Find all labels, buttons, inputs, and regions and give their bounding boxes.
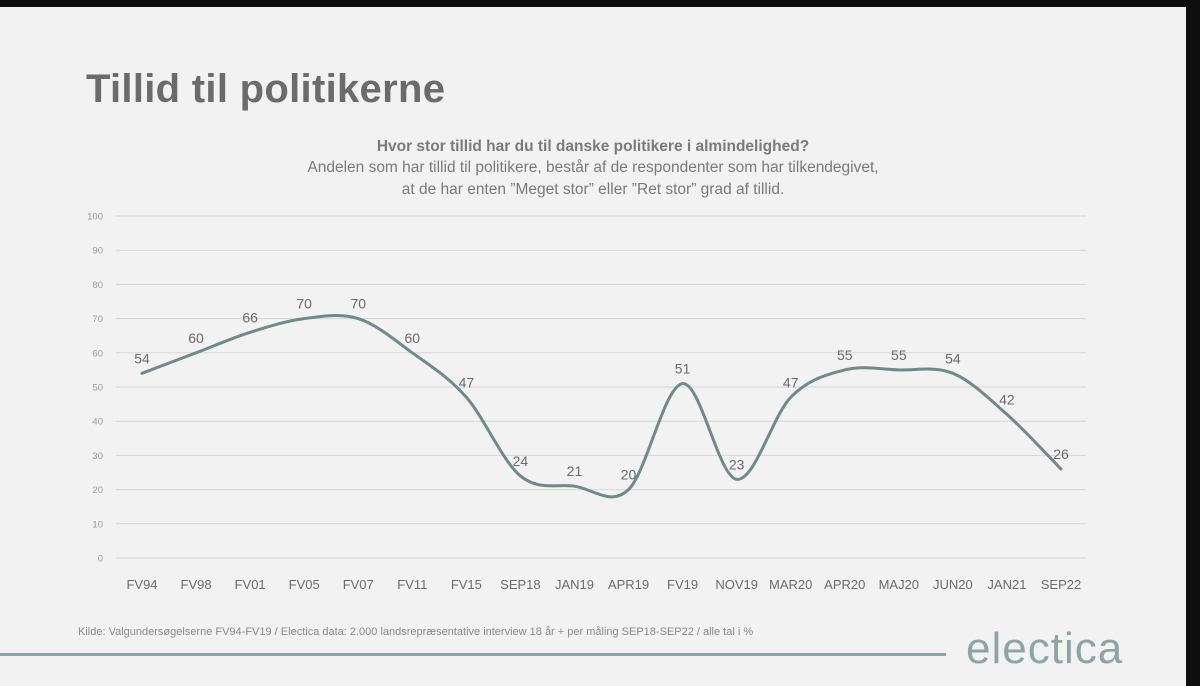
x-tick-label-fv98: FV98 (181, 577, 212, 592)
x-tick-label-fv19: FV19 (667, 577, 698, 592)
x-tick-label-nov19: NOV19 (715, 577, 758, 592)
data-label-fv15: 47 (459, 374, 475, 390)
trust-line-chart: 0 10 20 30 40 50 60 70 80 90 100 FV94 FV98 FV01 FV05 FV… (87, 212, 1086, 592)
data-label-jun20: 54 (945, 350, 961, 366)
data-label-apr19: 20 (621, 467, 637, 483)
data-label-jan19: 21 (567, 463, 583, 479)
data-label-fv11: 60 (405, 330, 421, 346)
y-tick-label-0: 0 (98, 554, 103, 565)
x-tick-label-fv94: FV94 (126, 577, 157, 592)
x-tick-label-apr20: APR20 (824, 577, 865, 592)
y-tick-label-80: 80 (92, 280, 103, 291)
data-label-maj20: 55 (891, 347, 907, 363)
y-tick-label-100: 100 (87, 212, 103, 223)
chart-subtitle-line-1: Andelen som har tillid til politikere, b… (307, 159, 879, 176)
x-tick-label-mar20: MAR20 (769, 577, 812, 592)
y-tick-label-10: 10 (92, 519, 103, 530)
y-tick-label-30: 30 (92, 451, 103, 462)
data-label-fv19: 51 (675, 361, 691, 377)
data-label-sep22: 26 (1053, 446, 1069, 462)
x-tick-label-sep18: SEP18 (500, 577, 540, 592)
data-label-nov19: 23 (729, 456, 745, 472)
x-tick-label-sep22: SEP22 (1041, 577, 1081, 592)
data-label-apr20: 55 (837, 347, 853, 363)
x-tick-label-jan21: JAN21 (987, 577, 1026, 592)
footer-divider (0, 653, 946, 656)
data-label-jan21: 42 (999, 391, 1015, 407)
y-tick-label-60: 60 (92, 348, 103, 359)
x-tick-label-apr19: APR19 (608, 577, 649, 592)
data-label-fv07: 70 (350, 296, 366, 312)
data-label-fv01: 66 (242, 309, 258, 325)
x-tick-label-maj20: MAJ20 (879, 577, 919, 592)
slide: Tillid til politikerne Hvor stor tillid … (0, 7, 1186, 686)
data-label-fv05: 70 (296, 296, 312, 312)
chart-subtitle-line-2: at de har enten ”Meget stor” eller ”Ret … (401, 181, 785, 198)
y-tick-label-70: 70 (92, 314, 103, 325)
y-tick-label-50: 50 (92, 383, 103, 394)
x-tick-label-fv15: FV15 (451, 577, 482, 592)
source-note: Kilde: Valgundersøgelserne FV94-FV19 / E… (78, 626, 754, 638)
y-tick-label-90: 90 (92, 246, 103, 257)
electica-logo: electica (966, 624, 1124, 673)
data-label-sep18: 24 (513, 453, 529, 469)
y-tick-label-20: 20 (92, 485, 103, 496)
data-label-mar20: 47 (783, 374, 799, 390)
chart-question: Hvor stor tillid har du til danske polit… (376, 138, 810, 155)
x-tick-label-jun20: JUN20 (933, 577, 973, 592)
y-tick-label-40: 40 (92, 417, 103, 428)
series-line (140, 313, 1063, 499)
page-title: Tillid til politikerne (86, 67, 446, 111)
data-label-fv98: 60 (188, 330, 204, 346)
x-tick-label-jan19: JAN19 (555, 577, 594, 592)
x-tick-label-fv05: FV05 (289, 577, 320, 592)
x-tick-label-fv07: FV07 (343, 577, 374, 592)
x-tick-label-fv11: FV11 (397, 577, 427, 592)
x-tick-label-fv01: FV01 (235, 577, 266, 592)
data-label-fv94: 54 (134, 350, 150, 366)
